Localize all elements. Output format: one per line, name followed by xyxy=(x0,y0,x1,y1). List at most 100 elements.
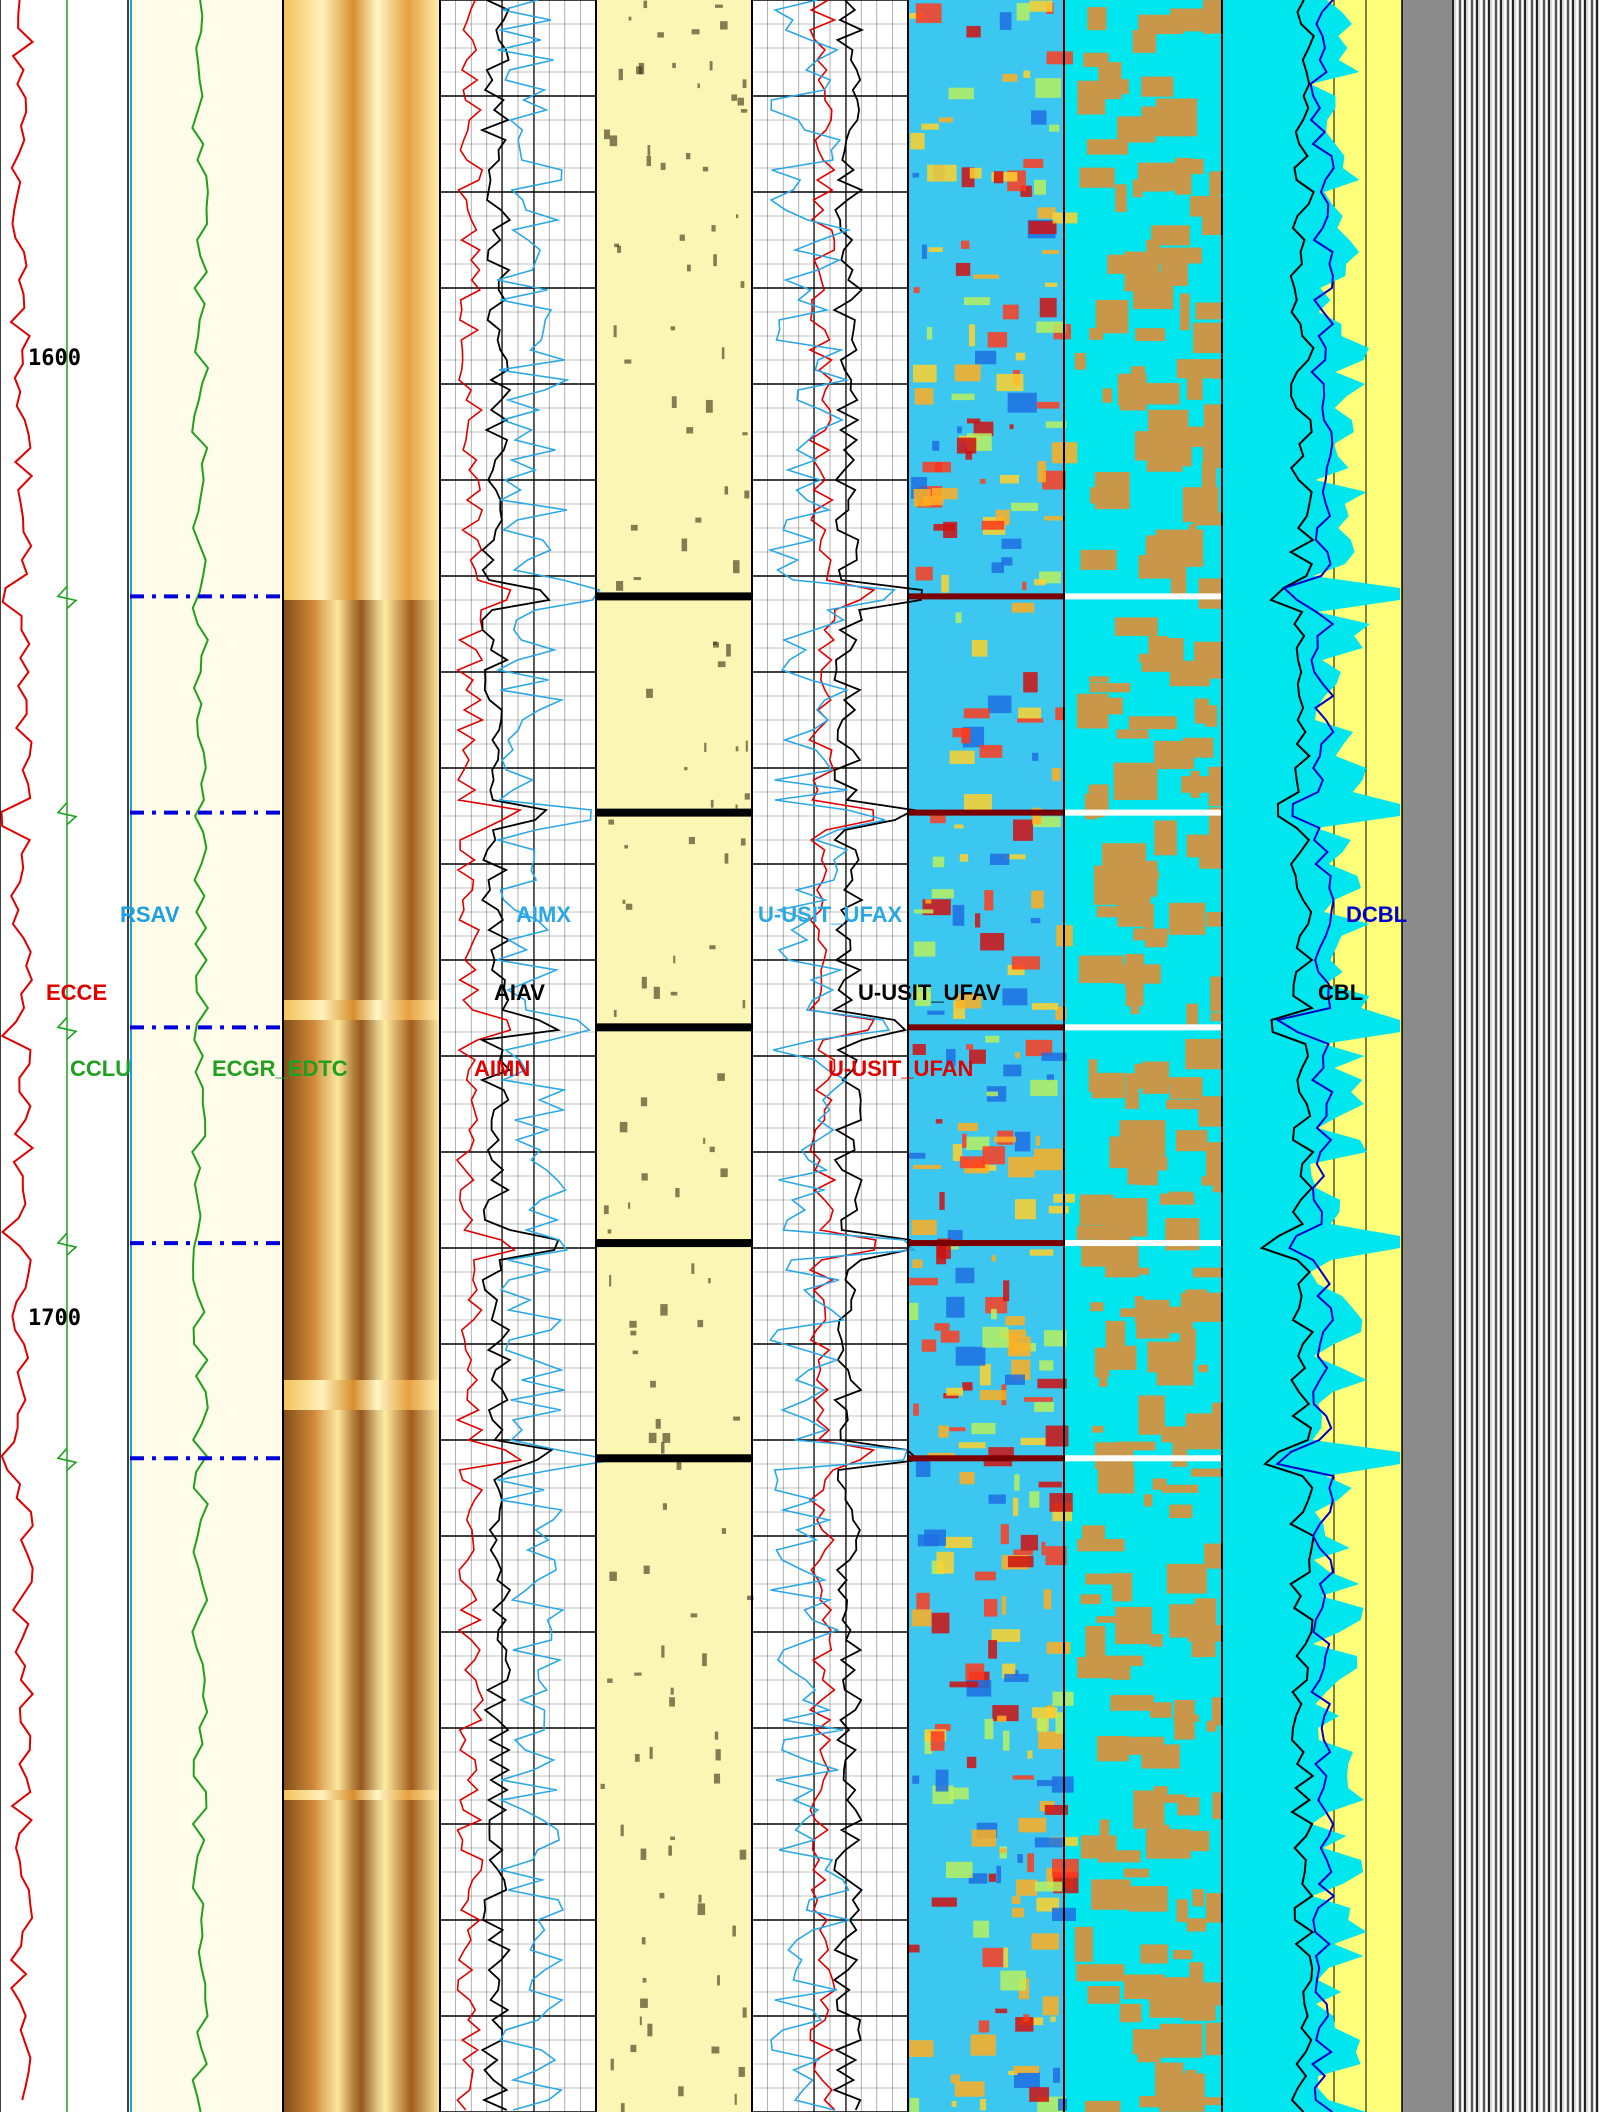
image-speck xyxy=(685,152,691,160)
rainbow-pixel xyxy=(933,523,955,531)
rainbow-pixel xyxy=(1048,1205,1069,1214)
rainbow-pixel xyxy=(982,1947,1004,1968)
rainbow-pixel xyxy=(1044,1330,1067,1347)
rainbow-pixel xyxy=(1005,1316,1025,1326)
map-pixel xyxy=(1123,1974,1165,2000)
map-pixel xyxy=(1112,1573,1133,1602)
rainbow-pixel xyxy=(962,1133,967,1148)
map-pixel xyxy=(1099,1371,1108,1387)
image-speck xyxy=(642,1977,647,1983)
rainbow-pixel xyxy=(1041,1541,1046,1556)
map-pixel xyxy=(1161,1484,1199,1493)
rainbow-pixel xyxy=(930,814,946,824)
image-speck xyxy=(653,986,660,999)
map-pixel xyxy=(1105,1320,1126,1348)
image-speck xyxy=(740,109,748,113)
map-pixel xyxy=(1128,1736,1165,1755)
map-pixel xyxy=(1210,1012,1228,1022)
image-speck xyxy=(613,1009,617,1017)
rainbow-pixel xyxy=(1028,221,1057,235)
image-speck xyxy=(641,976,647,989)
rainbow-pixel xyxy=(969,324,976,347)
rainbow-pixel xyxy=(1051,767,1061,781)
rainbow-pixel xyxy=(927,1452,955,1458)
rainbow-pixel xyxy=(934,1724,951,1731)
rainbow-pixel xyxy=(1042,470,1066,490)
image-speck xyxy=(726,644,731,657)
rainbow-pixel xyxy=(938,117,954,123)
map-pixel xyxy=(1119,1120,1166,1157)
map-pixel xyxy=(1150,1633,1163,1647)
rainbow-pixel xyxy=(999,474,1020,484)
curve-cbl xyxy=(1259,0,1315,2112)
rainbow-pixel xyxy=(1005,854,1026,860)
curve-label-ufav: U-USIT_UFAV xyxy=(858,980,1001,1005)
map-pixel xyxy=(1116,1441,1156,1451)
rainbow-pixel xyxy=(952,1144,963,1162)
image-speck xyxy=(713,642,720,648)
image-speck xyxy=(609,135,618,147)
map-pixel xyxy=(1168,1191,1193,1201)
map-pixel xyxy=(1155,98,1198,137)
rainbow-pixel xyxy=(916,1592,930,1610)
rainbow-pixel xyxy=(1000,1524,1009,1545)
map-pixel xyxy=(1102,388,1113,403)
image-speck xyxy=(639,2016,642,2026)
map-pixel xyxy=(1140,1944,1168,1964)
image-speck xyxy=(742,79,747,88)
rainbow-pixel xyxy=(914,388,934,405)
curve-cclu-spike xyxy=(56,585,78,609)
map-pixel xyxy=(1182,1982,1216,2021)
map-pixel xyxy=(1129,1607,1140,1624)
map-pixel xyxy=(1118,79,1129,95)
map-pixel xyxy=(1090,1302,1104,1312)
track-image-amplitude-band xyxy=(283,1020,440,1380)
rainbow-pixel xyxy=(946,1296,965,1318)
rainbow-pixel xyxy=(1023,2014,1030,2022)
curve-cclu-spike xyxy=(56,802,78,826)
rainbow-pixel xyxy=(922,496,944,506)
image-speck xyxy=(649,1746,653,1759)
image-speck xyxy=(603,129,610,140)
rainbow-pixel xyxy=(1050,2016,1056,2022)
map-pixel xyxy=(1186,834,1228,858)
rainbow-pixel xyxy=(1042,250,1059,255)
image-speck xyxy=(643,0,648,9)
rainbow-pixel xyxy=(1023,70,1031,78)
curve-ecgr-edtc xyxy=(191,0,210,2112)
image-speck xyxy=(641,1937,646,1945)
curve-ufan xyxy=(807,0,877,2111)
rainbow-pixel xyxy=(1030,917,1041,924)
map-pixel xyxy=(1089,327,1104,340)
rainbow-pixel xyxy=(1001,538,1022,549)
curve-cclu-spike xyxy=(56,1016,78,1040)
rainbow-pixel xyxy=(1014,1474,1020,1491)
curve-dcbl xyxy=(1274,0,1336,2112)
rainbow-pixel xyxy=(1007,1556,1034,1568)
image-speck xyxy=(618,68,623,81)
rainbow-pixel xyxy=(1029,1249,1054,1256)
rainbow-pixel xyxy=(910,132,925,150)
image-speck xyxy=(739,1849,747,1860)
map-pixel xyxy=(1194,1598,1217,1632)
rainbow-pixel xyxy=(909,1277,939,1286)
map-pixel xyxy=(1198,1424,1213,1447)
rainbow-pixel xyxy=(908,1152,926,1159)
rainbow-pixel xyxy=(956,437,977,454)
image-speck xyxy=(630,2044,637,2053)
map-pixel xyxy=(1154,740,1194,770)
rainbow-pixel xyxy=(927,164,957,182)
image-speck xyxy=(724,486,729,495)
curve-label-aimn: AIMN xyxy=(474,1056,531,1081)
collar-mark xyxy=(908,1024,1064,1031)
image-speck xyxy=(620,2103,625,2112)
curve-ufax xyxy=(767,0,916,2111)
map-pixel xyxy=(1159,2073,1205,2112)
rainbow-pixel xyxy=(1013,819,1034,841)
map-pixel xyxy=(1096,1231,1131,1242)
rainbow-pixel xyxy=(979,745,1003,758)
rainbow-pixel xyxy=(945,1861,973,1878)
rainbow-pixel xyxy=(1045,1425,1069,1447)
curve-label-cclu: CCLU xyxy=(70,1056,132,1081)
map-pixel xyxy=(1106,1345,1137,1370)
